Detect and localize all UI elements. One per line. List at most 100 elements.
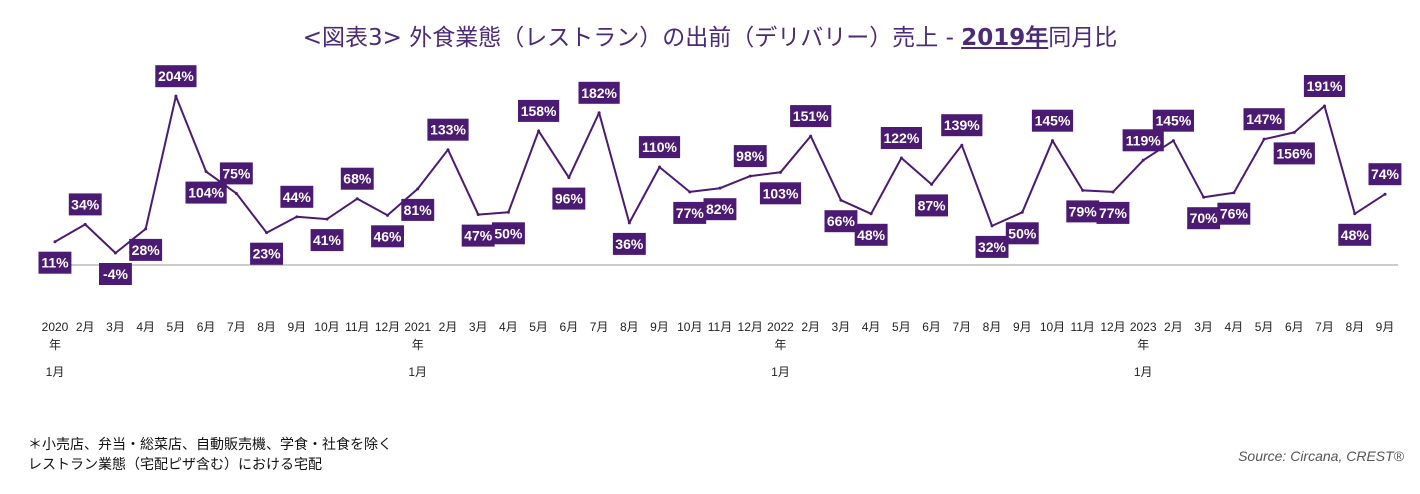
data-label-box [68, 193, 102, 216]
x-tick-label: 2020 [42, 320, 69, 334]
data-label-box [975, 235, 1009, 258]
data-label-text: 119% [1126, 132, 1162, 148]
data-label-text: 77% [1099, 205, 1128, 221]
data-label-box [1122, 129, 1164, 152]
data-label: 23% [250, 242, 283, 265]
x-tick-label: 10月 [1040, 320, 1065, 334]
data-label: 50% [1005, 222, 1039, 245]
data-label-box [1096, 201, 1130, 224]
data-label: 151% [790, 105, 832, 128]
data-label: 75% [219, 162, 253, 185]
data-label-text: 50% [1008, 225, 1037, 241]
data-point [778, 170, 782, 174]
data-label-text: 103% [763, 185, 799, 201]
data-point [748, 174, 752, 178]
data-label-text: 145% [1035, 113, 1071, 129]
data-label-box [185, 181, 227, 204]
data-label-text: -4% [103, 266, 128, 282]
data-label-box [340, 167, 374, 190]
data-point [325, 217, 329, 221]
data-label: 110% [638, 136, 681, 159]
chart-title-suffix: 同月比 [1048, 25, 1118, 51]
data-label-box [310, 229, 344, 252]
data-label-box [941, 114, 983, 137]
data-label: 96% [552, 187, 586, 210]
x-tick-label: 8月 [257, 320, 276, 334]
data-point [658, 165, 662, 169]
data-label-box [552, 187, 586, 210]
data-label-box [518, 99, 560, 122]
data-point [355, 197, 359, 201]
x-tick-label: 6月 [922, 320, 941, 334]
data-label: 103% [759, 182, 802, 205]
x-tick-label: 2月 [1164, 320, 1183, 334]
data-point [1141, 158, 1145, 162]
data-label-box [612, 232, 646, 255]
x-tick-label: 12月 [738, 320, 763, 334]
data-label-text: 96% [555, 191, 584, 207]
x-tick-year-suffix: 年 [412, 338, 424, 352]
data-label: 76% [1217, 202, 1251, 225]
x-tick-label: 12月 [375, 320, 400, 334]
x-tick-label: 7月 [227, 320, 246, 334]
data-label-box [578, 81, 620, 104]
data-label: 44% [280, 185, 314, 208]
data-label-box [1368, 163, 1402, 186]
data-label: 119% [1122, 129, 1164, 152]
x-tick-label: 11月 [1070, 320, 1094, 334]
data-label-box [461, 224, 495, 247]
x-tick-label: 8月 [983, 320, 1002, 334]
data-label-box [1273, 142, 1315, 165]
data-label-box [250, 242, 283, 265]
x-tick-label: 3月 [106, 320, 125, 334]
x-tick-month: 1月 [408, 365, 427, 379]
data-label-box [401, 198, 435, 221]
data-label-text: 151% [793, 108, 829, 124]
data-label-box [854, 223, 888, 246]
data-label-text: 48% [857, 227, 886, 243]
data-label-text: 74% [1371, 166, 1400, 182]
data-label: 191% [1303, 75, 1346, 97]
data-point [265, 231, 269, 235]
data-label-text: 81% [404, 202, 433, 218]
x-tick-label: 2022 [767, 320, 794, 334]
x-tick-label: 2月 [76, 320, 95, 334]
data-point [718, 186, 722, 190]
x-tick-label: 6月 [1285, 320, 1304, 334]
data-point [386, 213, 389, 217]
x-tick-label: 10月 [677, 320, 702, 334]
data-label-text: 122% [883, 130, 919, 146]
data-point [960, 143, 964, 147]
data-label-box [1066, 200, 1100, 223]
data-label-text: 104% [188, 185, 224, 201]
data-label-box [38, 251, 72, 274]
data-point [1051, 139, 1054, 143]
x-tick-label: 4月 [499, 320, 518, 334]
x-tick-label: 7月 [952, 320, 971, 334]
x-tick-label: 5月 [892, 320, 911, 334]
data-label: 156% [1273, 142, 1315, 165]
data-label-box [371, 225, 404, 248]
data-labels: 11% 34% -4%28% 204% 104% 75% 23% 44% 41% 68% 46%81… [38, 65, 1402, 285]
data-point [1020, 210, 1024, 214]
data-label-text: 47% [464, 228, 493, 244]
data-label-text: 41% [313, 232, 342, 248]
data-point [446, 148, 450, 152]
data-point [839, 198, 843, 202]
data-label-text: 32% [978, 239, 1007, 255]
x-tick-label: 9月 [1013, 320, 1032, 334]
data-label: 81% [401, 198, 435, 221]
data-label: 158% [518, 99, 560, 122]
data-label-box [759, 182, 802, 205]
data-point [295, 215, 299, 219]
data-label: 34% [68, 193, 102, 216]
data-point [476, 213, 480, 217]
data-label-text: 87% [918, 197, 947, 213]
x-tick-label: 2月 [801, 320, 820, 334]
data-label-box [733, 145, 767, 168]
data-label-box [703, 198, 737, 221]
data-label: 79% [1066, 200, 1100, 223]
data-label-text: 76% [1220, 206, 1249, 222]
data-label: 68% [340, 167, 374, 190]
data-label: 145% [1031, 109, 1074, 132]
